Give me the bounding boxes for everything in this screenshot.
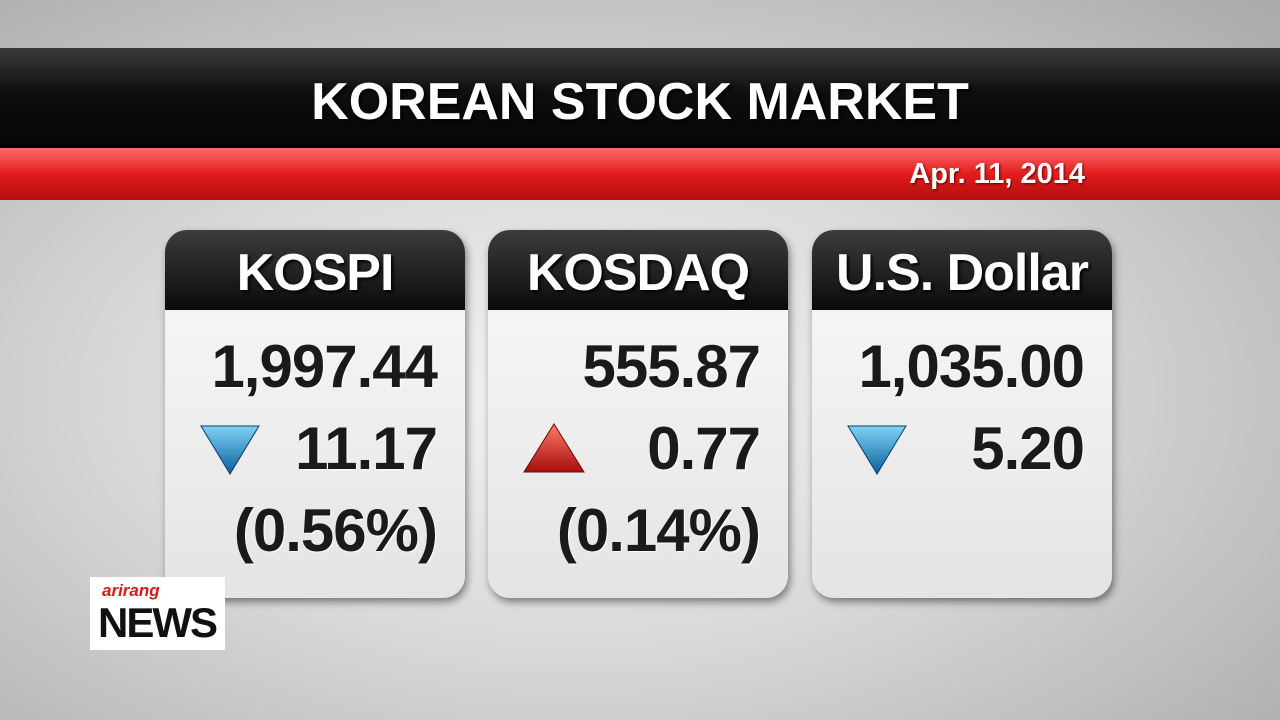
logo-brand: arirang — [102, 581, 160, 600]
value: 555.87 — [582, 333, 761, 400]
logo: arirang NEWS — [90, 577, 225, 650]
panel-title: KOSDAQ — [488, 230, 788, 310]
down-arrow — [847, 425, 907, 475]
change: 5.20 — [971, 415, 1085, 482]
panel: KOSPI 1,997.44 11.17 (0.56%) — [165, 230, 465, 598]
title: KOREAN STOCK MARKET — [311, 73, 969, 131]
percent: (0.14%) — [556, 497, 761, 564]
panel-title: U.S. Dollar — [812, 230, 1112, 310]
value: 1,035.00 — [858, 333, 1085, 400]
value: 1,997.44 — [211, 333, 438, 400]
logo-name: NEWS — [98, 599, 218, 646]
date-bar — [0, 148, 1280, 200]
down-arrow — [200, 425, 260, 475]
panel: KOSDAQ 555.87 0.77 (0.14%) — [488, 230, 788, 598]
title-bar — [0, 48, 1280, 148]
percent: (0.56%) — [233, 497, 438, 564]
date: Apr. 11, 2014 — [909, 158, 1085, 190]
panel: U.S. Dollar 1,035.00 5.20 — [812, 230, 1112, 598]
panel-title: KOSPI — [165, 230, 465, 310]
up-arrow — [523, 423, 585, 473]
change: 0.77 — [647, 415, 761, 482]
change: 11.17 — [295, 415, 438, 482]
